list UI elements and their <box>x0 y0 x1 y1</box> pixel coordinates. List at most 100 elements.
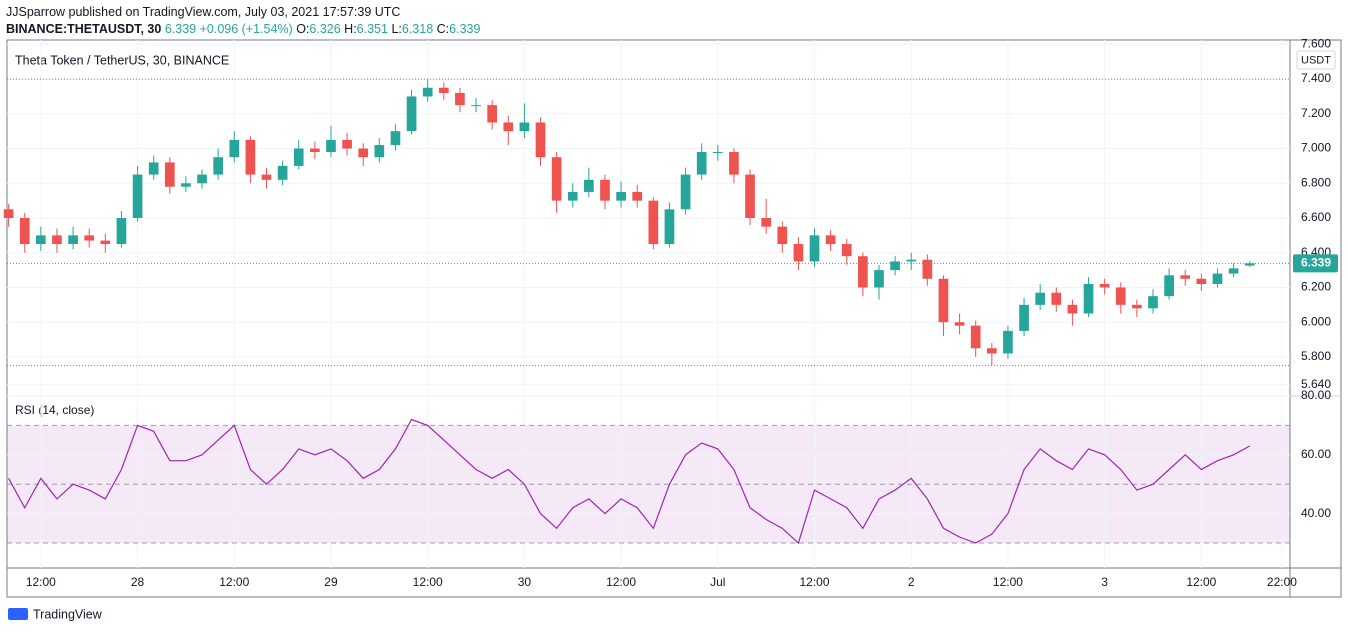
candle-body <box>116 218 127 245</box>
chart-frame <box>6 39 1342 598</box>
last-price-box <box>1293 254 1338 273</box>
y-tick-label: 80.00 <box>1301 388 1331 402</box>
candle-body <box>1051 292 1062 305</box>
ohlc-label: H: <box>344 22 357 36</box>
candle-body <box>342 139 352 149</box>
candle-body <box>858 256 868 288</box>
symbol-line: BINANCE:THETAUSDT, 30 6.339 +0.096 (+1.5… <box>6 22 480 36</box>
x-tick-label: Jul <box>710 575 725 589</box>
y-tick-label: 5.640 <box>1301 377 1331 391</box>
x-tick-label: 12:00 <box>413 575 443 589</box>
candle-body <box>406 96 417 132</box>
candle-body <box>1099 283 1110 288</box>
y-tick-label: 5.800 <box>1301 349 1331 363</box>
candle-body <box>970 325 981 349</box>
candle-body <box>1228 268 1239 274</box>
candle-body <box>84 235 95 241</box>
candle-body <box>455 92 465 106</box>
x-tick-label: 12:00 <box>800 575 830 589</box>
candle-body <box>1115 287 1126 305</box>
x-tick-label: 3 <box>1101 575 1108 589</box>
candle-body <box>52 235 62 245</box>
candle-body <box>1196 278 1207 284</box>
y-tick-label: 6.200 <box>1301 280 1331 294</box>
candle-body <box>519 122 530 132</box>
x-tick-label: 12:00 <box>26 575 56 589</box>
candle-body <box>890 261 900 271</box>
unit-label: USDT <box>1301 54 1331 66</box>
brand-logo <box>8 608 28 620</box>
candle-body <box>326 139 336 153</box>
y-tick-label: 7.000 <box>1301 141 1331 155</box>
change: +0.096 (+1.54%) <box>199 22 293 36</box>
candle-body <box>584 179 594 192</box>
candle-body <box>600 179 610 201</box>
last-price-label: 6.339 <box>1301 255 1331 269</box>
candle-body <box>1148 296 1158 309</box>
ohlc-label: L: <box>391 22 402 36</box>
y-tick-label: 6.000 <box>1301 314 1331 328</box>
candle-body <box>3 209 14 218</box>
candle-body <box>164 162 175 187</box>
symbol: BINANCE:THETAUSDT, 30 <box>6 22 162 36</box>
x-tick-label: 22:00 <box>1267 575 1297 589</box>
x-tick-label: 12:00 <box>606 575 636 589</box>
candle-body <box>1019 304 1029 331</box>
candle-body <box>1132 304 1142 309</box>
candle-body <box>68 235 78 245</box>
x-tick-label: 12:00 <box>993 575 1023 589</box>
candle-body <box>197 174 207 184</box>
candle-body <box>745 174 755 218</box>
candle-body <box>374 145 385 158</box>
candle-body <box>1212 273 1223 284</box>
candle-body <box>729 152 739 175</box>
candle-body <box>567 191 578 201</box>
rsi-line <box>8 418 1250 545</box>
candle-body <box>535 122 546 158</box>
candle-body <box>358 148 369 158</box>
candle-body <box>1244 263 1255 266</box>
candle-body <box>503 122 514 132</box>
candle-body <box>922 259 933 279</box>
candle-body <box>1067 304 1078 314</box>
x-tick-label: 28 <box>131 575 145 589</box>
candle-body <box>293 148 304 166</box>
candle-body <box>1083 283 1094 314</box>
candle-body <box>181 183 191 187</box>
y-tick-label: 7.600 <box>1301 37 1331 51</box>
x-tick-label: 12:00 <box>1186 575 1216 589</box>
candle-body <box>938 278 949 323</box>
candle-body <box>487 105 497 123</box>
chart-title: Theta Token / TetherUS, 30, BINANCE <box>15 53 229 67</box>
candle-body <box>874 270 884 288</box>
candle-body <box>680 174 691 210</box>
candle-body <box>100 240 111 245</box>
candle-body <box>825 235 836 245</box>
x-tick-label: 29 <box>324 575 338 589</box>
brand-name: TradingView <box>33 607 103 621</box>
y-tick-label: 7.400 <box>1301 71 1331 85</box>
candle-body <box>712 152 723 154</box>
candle-body <box>1003 330 1013 354</box>
x-tick-label: 12:00 <box>219 575 249 589</box>
y-tick-label: 6.600 <box>1301 210 1331 224</box>
ohlc-label: C: <box>436 22 450 36</box>
ohlc-value: 6.326 <box>309 22 341 36</box>
candle-body <box>213 157 223 175</box>
candle-body <box>390 131 401 146</box>
candle-body <box>986 348 997 354</box>
candle-body <box>438 87 449 93</box>
candle-body <box>1180 275 1191 279</box>
candle-body <box>664 209 675 245</box>
candle-body <box>245 139 256 175</box>
candle-body <box>148 162 159 175</box>
published-line: JJSparrow published on TradingView.com, … <box>6 5 401 19</box>
rsi-title: RSI (14, close) <box>15 403 94 417</box>
candle-body <box>1164 275 1174 297</box>
ohlc-value: 6.351 <box>356 22 388 36</box>
candle-body <box>616 191 626 201</box>
candle-body <box>229 139 240 158</box>
ohlc-value: 6.318 <box>401 22 434 36</box>
